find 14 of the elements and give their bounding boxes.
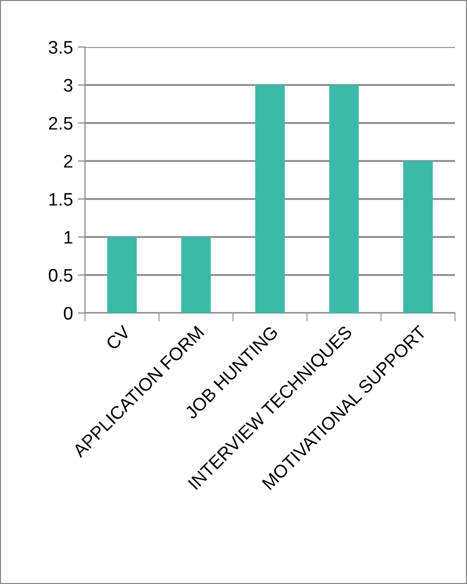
bar xyxy=(107,237,137,313)
y-tick-label: 3.5 xyxy=(48,40,72,54)
y-tick-label: 0 xyxy=(64,306,72,320)
y-tick-label: 1.5 xyxy=(49,193,72,206)
x-tick-label: CV xyxy=(105,324,132,351)
bar xyxy=(329,85,359,313)
y-tick-label: 3 xyxy=(64,78,72,92)
y-tick-label: 1 xyxy=(64,231,72,244)
bar xyxy=(255,85,285,313)
y-tick-label: 2 xyxy=(64,154,72,168)
bar xyxy=(181,237,211,313)
y-tick-label: 0.5 xyxy=(48,268,72,282)
bar xyxy=(403,161,433,313)
y-tick-label: 2.5 xyxy=(49,116,72,130)
